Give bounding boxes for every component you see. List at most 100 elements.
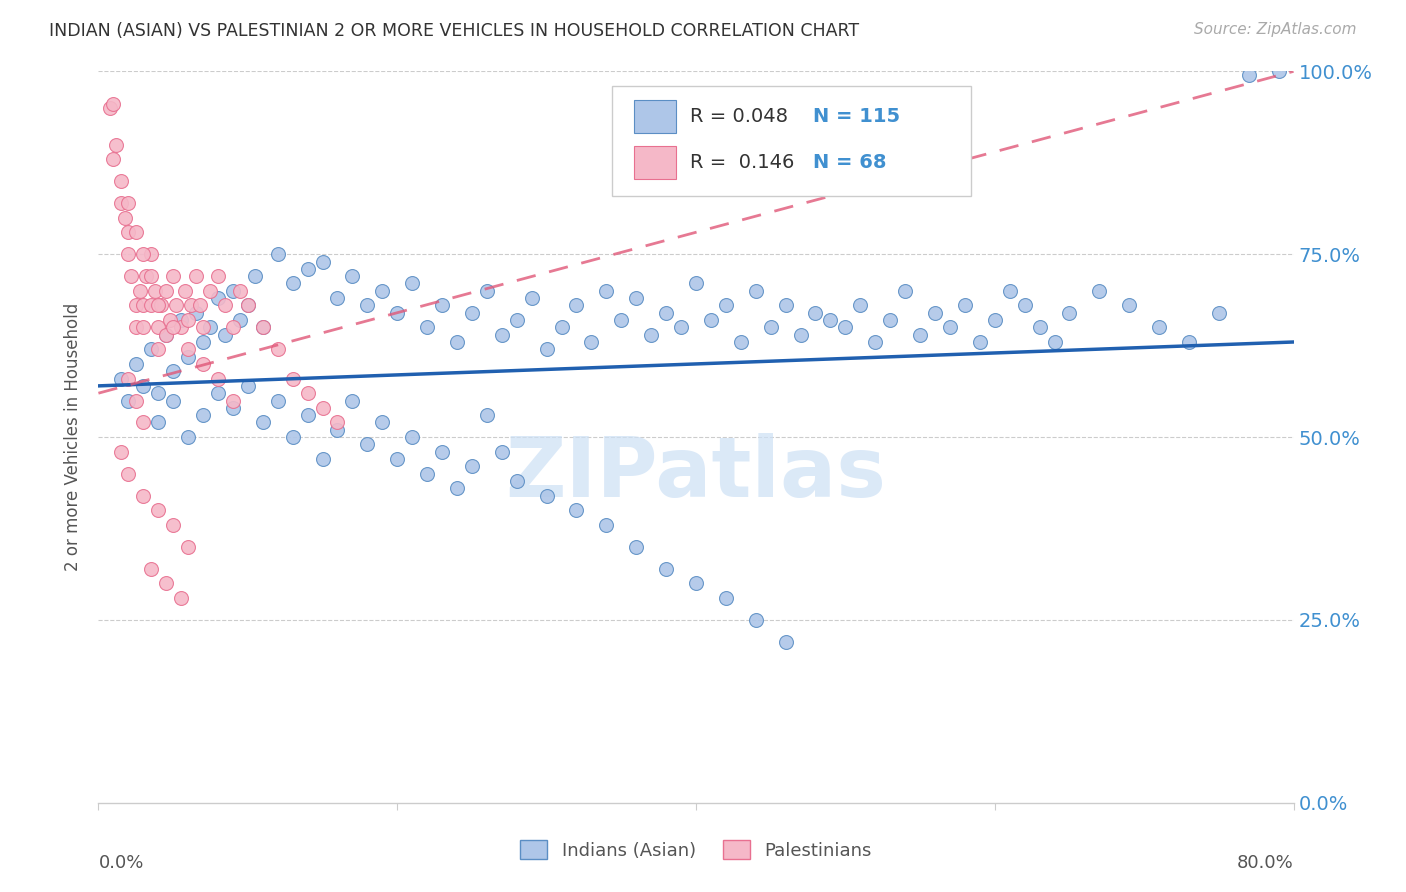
Point (103, 152, 125, 166)
Point (311, 401, 333, 415)
Point (342, 269, 364, 284)
Point (103, 97, 125, 112)
Point (685, 576, 707, 591)
Point (148, 503, 170, 517)
Point (155, 327, 177, 342)
Point (207, 269, 229, 284)
Point (114, 211, 136, 225)
Point (236, 298, 259, 312)
Point (117, 467, 139, 481)
Point (162, 393, 184, 408)
Point (281, 277, 304, 291)
Point (117, 371, 139, 385)
Point (416, 320, 439, 334)
Point (155, 576, 177, 591)
Point (491, 444, 513, 458)
Point (446, 481, 468, 495)
Point (984, 313, 1007, 327)
Point (191, 357, 214, 371)
Point (229, 313, 252, 327)
Point (148, 416, 170, 430)
Point (939, 320, 962, 334)
Point (180, 298, 202, 312)
Point (169, 313, 191, 327)
Point (252, 320, 274, 334)
Point (461, 459, 484, 474)
Point (177, 343, 200, 357)
Point (416, 467, 439, 481)
Point (125, 225, 148, 239)
Text: Source: ZipAtlas.com: Source: ZipAtlas.com (1194, 22, 1357, 37)
Point (714, 298, 737, 312)
Point (148, 298, 170, 312)
Point (626, 540, 648, 554)
Point (117, 393, 139, 408)
Point (385, 306, 409, 320)
Point (626, 291, 648, 305)
Point (125, 393, 148, 408)
Point (297, 408, 319, 422)
Point (879, 313, 901, 327)
Point (135, 269, 157, 284)
Point (759, 320, 782, 334)
Point (139, 247, 162, 261)
Point (998, 284, 1021, 298)
Point (745, 284, 768, 298)
Point (132, 489, 155, 503)
Point (506, 313, 529, 327)
Text: 0.0%: 0.0% (98, 854, 143, 872)
Point (401, 277, 423, 291)
Point (132, 247, 155, 261)
Point (191, 320, 214, 334)
Point (550, 320, 572, 334)
Point (143, 284, 166, 298)
Point (120, 269, 142, 284)
Point (191, 408, 214, 422)
Point (311, 254, 333, 268)
Point (252, 416, 274, 430)
Point (150, 298, 173, 312)
Text: N = 68: N = 68 (813, 153, 887, 172)
Point (669, 320, 692, 334)
Text: R = 0.048: R = 0.048 (690, 107, 787, 126)
Point (222, 401, 245, 415)
Point (110, 444, 132, 458)
Point (148, 343, 170, 357)
Point (132, 320, 155, 334)
Point (155, 284, 177, 298)
Text: N = 115: N = 115 (813, 107, 900, 126)
Point (1237, 68, 1260, 82)
Point (200, 284, 222, 298)
Point (174, 284, 197, 298)
Point (117, 196, 139, 211)
Point (148, 320, 170, 334)
Point (430, 444, 453, 458)
Point (267, 393, 290, 408)
Bar (634, 146, 676, 179)
Point (1014, 298, 1036, 312)
Point (297, 261, 319, 276)
Point (162, 364, 184, 378)
Point (326, 423, 349, 437)
Point (326, 291, 349, 305)
Point (969, 334, 991, 349)
Point (132, 416, 155, 430)
Point (222, 393, 245, 408)
Point (685, 277, 707, 291)
Point (117, 247, 139, 261)
Point (162, 517, 184, 532)
Text: ZIPatlas: ZIPatlas (506, 434, 886, 514)
Point (267, 343, 290, 357)
FancyBboxPatch shape (613, 86, 972, 195)
Y-axis label: 2 or more Vehicles in Household: 2 or more Vehicles in Household (65, 303, 83, 571)
Point (655, 562, 678, 576)
Point (908, 327, 931, 342)
Point (610, 313, 633, 327)
Point (520, 291, 543, 305)
Point (1147, 320, 1170, 334)
Point (148, 386, 170, 401)
Point (117, 225, 139, 239)
Bar (634, 100, 676, 133)
Point (162, 269, 184, 284)
Point (125, 357, 148, 371)
